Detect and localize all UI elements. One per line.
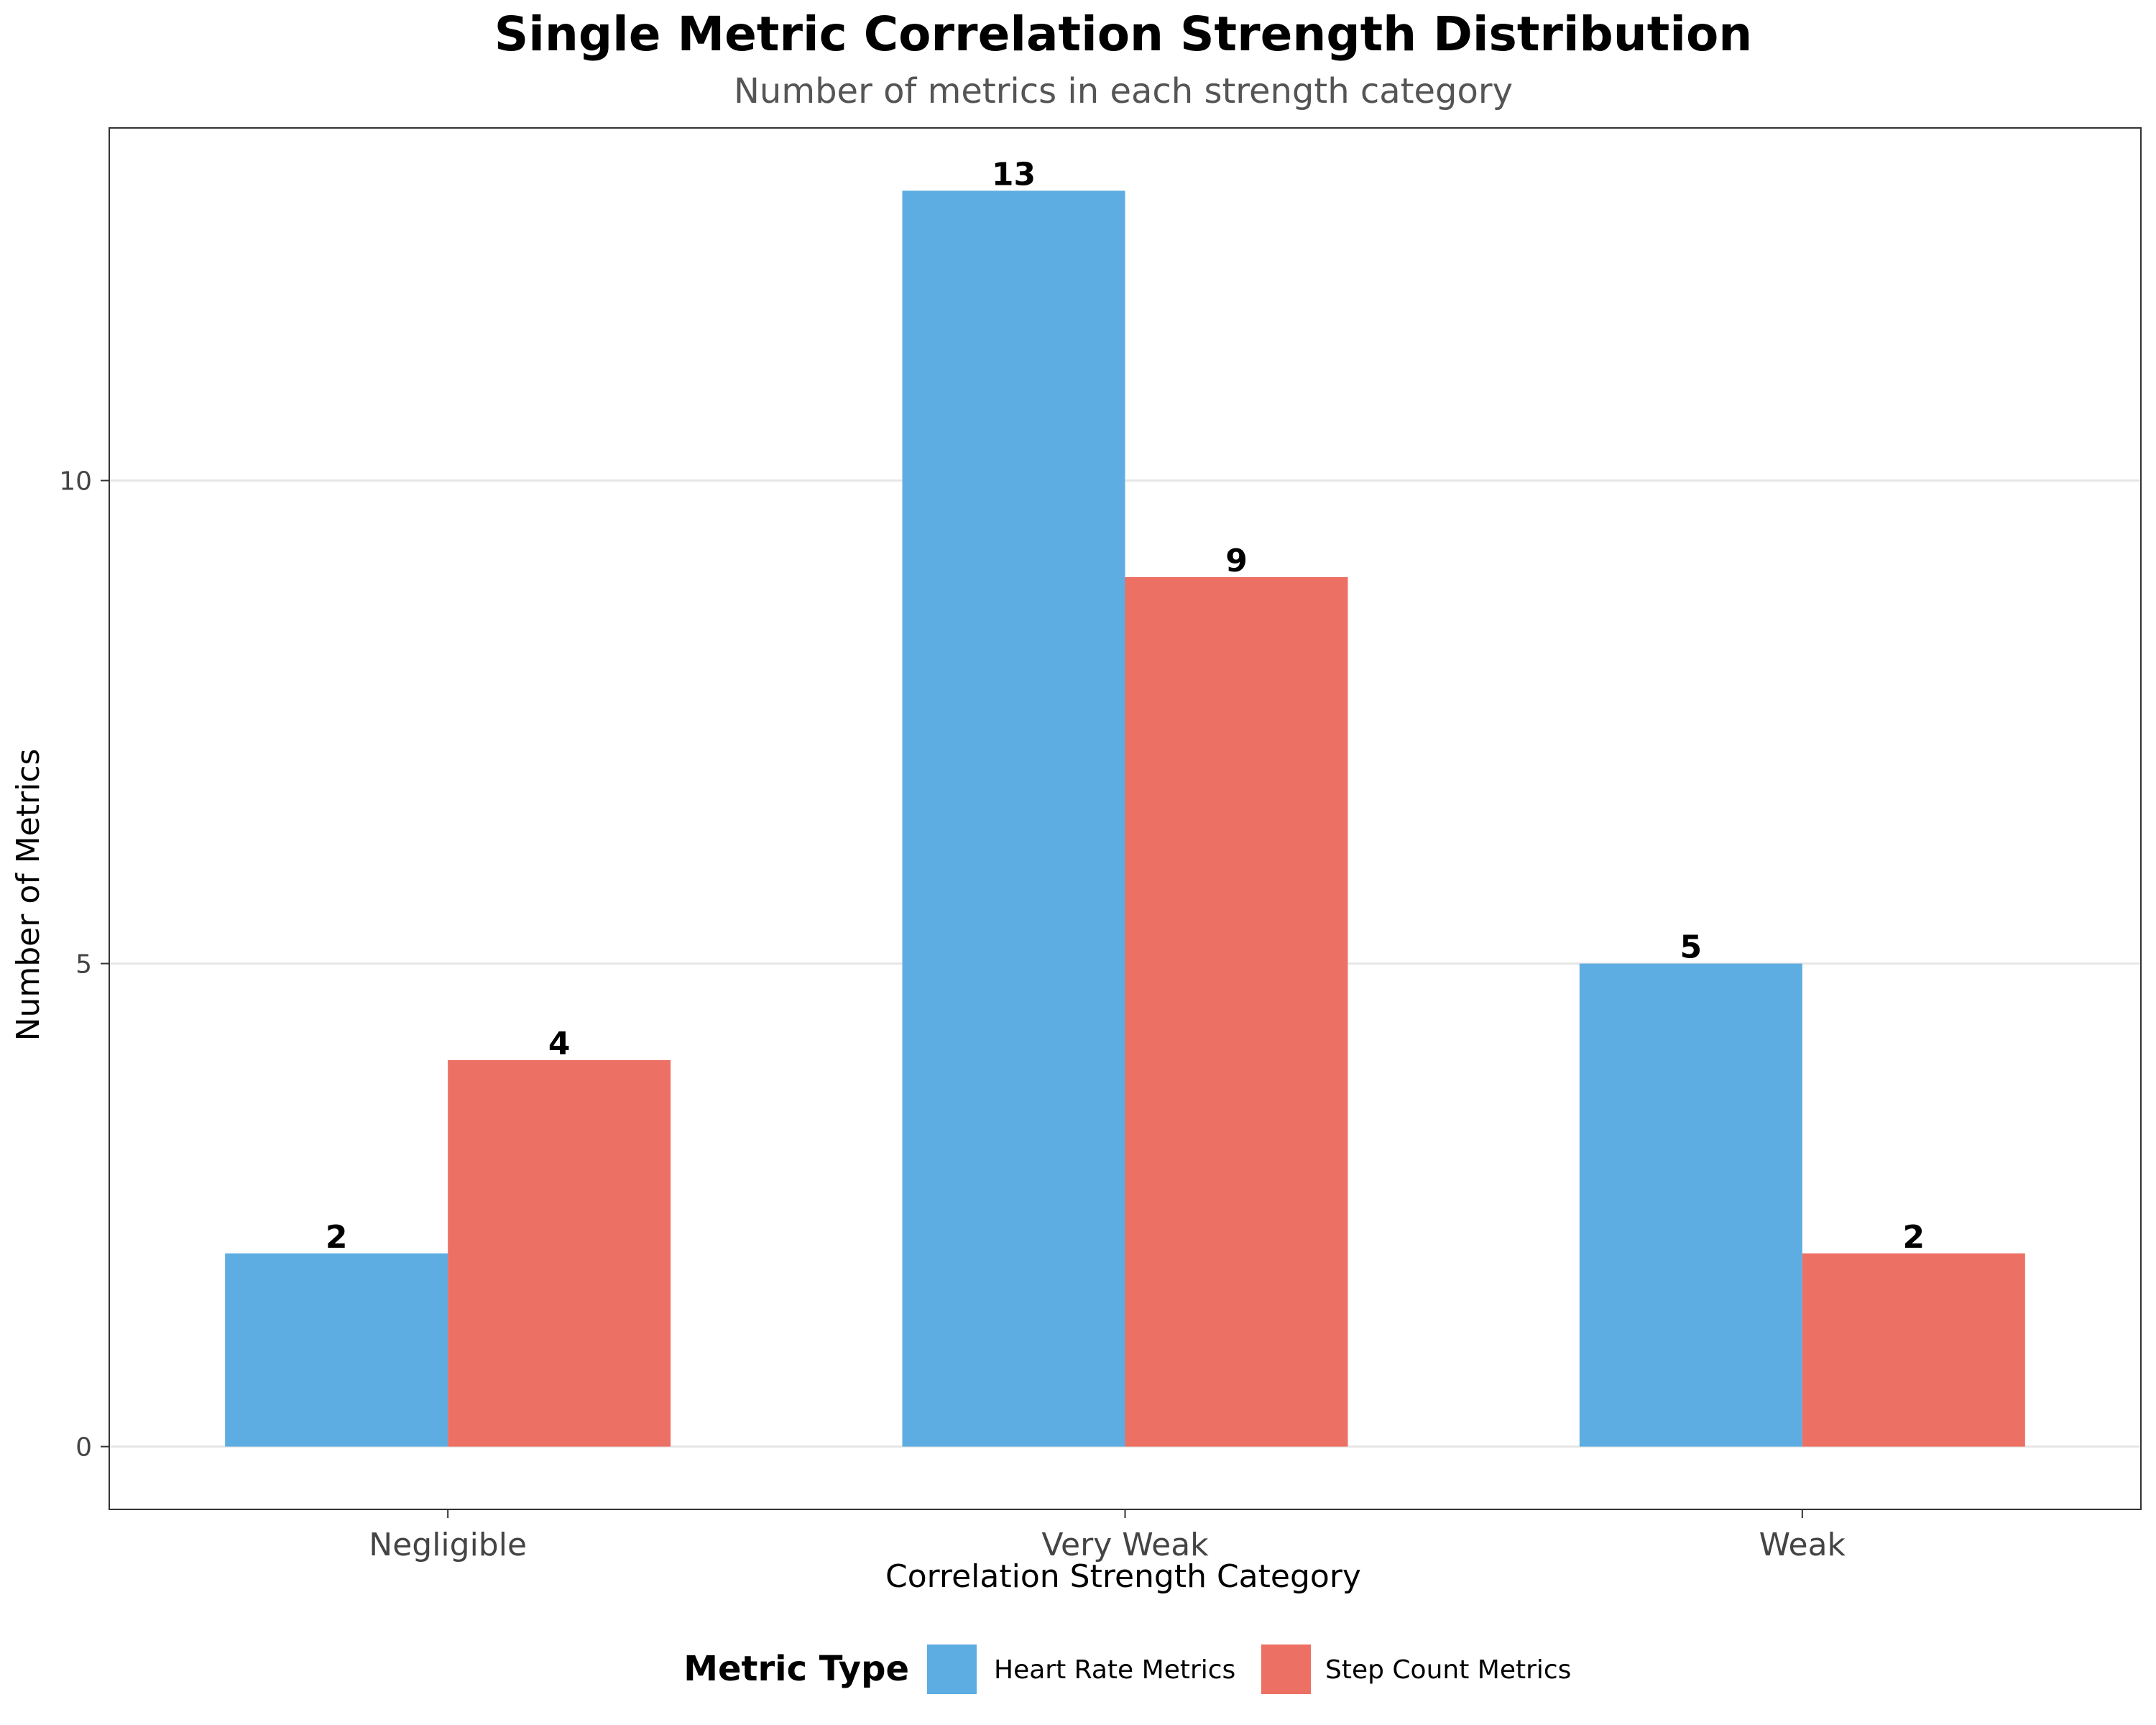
data-label: 4	[548, 1026, 571, 1062]
y-tick-label: 0	[75, 1433, 92, 1463]
x-tick-label: Negligible	[369, 1527, 527, 1563]
legend-label-step-count: Step Count Metrics	[1325, 1655, 1571, 1685]
x-axis-title: Correlation Strength Category	[885, 1558, 1361, 1595]
x-axis: Negligible Very Weak Weak	[369, 1509, 1846, 1563]
data-label: 5	[1680, 929, 1703, 966]
data-label: 2	[1903, 1219, 1925, 1256]
y-axis: 0 5 10	[59, 467, 109, 1463]
chart-subtitle: Number of metrics in each strength categ…	[734, 71, 1513, 111]
y-tick-label: 10	[59, 467, 92, 497]
x-tick-label: Weak	[1759, 1527, 1846, 1563]
legend-title: Metric Type	[683, 1649, 909, 1689]
legend-swatch-heart-rate	[927, 1644, 977, 1694]
legend: Metric Type Heart Rate Metrics Step Coun…	[683, 1644, 1571, 1694]
y-axis-title: Number of Metrics	[10, 749, 47, 1041]
bar	[225, 1253, 448, 1447]
bar	[902, 190, 1125, 1447]
bar	[1579, 963, 1802, 1447]
chart-title: Single Metric Correlation Strength Distr…	[494, 6, 1753, 62]
data-label: 2	[326, 1219, 348, 1256]
y-tick-label: 5	[75, 950, 92, 980]
legend-label-heart-rate: Heart Rate Metrics	[994, 1655, 1235, 1685]
data-label: 9	[1225, 543, 1248, 579]
x-tick-label: Very Weak	[1041, 1527, 1209, 1563]
bars	[225, 190, 2025, 1447]
bar	[448, 1060, 671, 1447]
bar	[1802, 1253, 2025, 1447]
data-labels: 2 4 13 9 5 2	[326, 156, 1925, 1255]
legend-swatch-step-count	[1261, 1644, 1311, 1694]
bar	[1125, 576, 1348, 1447]
data-label: 13	[992, 156, 1036, 193]
